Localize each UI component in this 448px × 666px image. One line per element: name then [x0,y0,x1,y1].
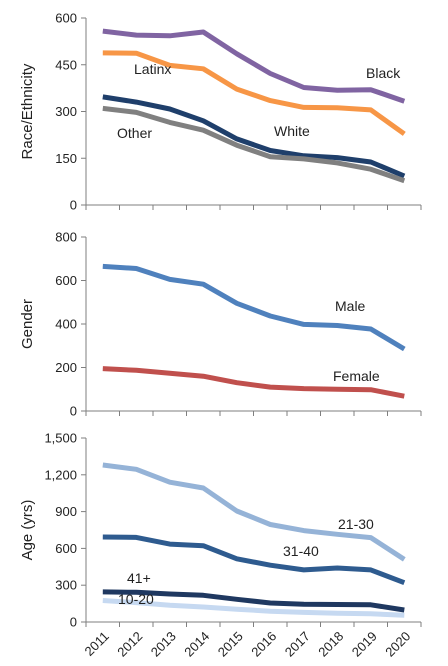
y-axis-label: Race/Ethnicity [19,63,36,159]
chart-panel-2: 0 200 400 600 800 Gender Male Female [19,230,422,419]
series-label-latinx: Latinx [134,61,171,77]
x-tick-label: 2011 [81,629,111,659]
y-tick-label: 600 [55,541,77,556]
y-tick-label: 400 [55,317,77,332]
y-tick-label: 900 [55,504,77,519]
x-tick-label: 2020 [382,629,413,660]
series-line-latinx [102,50,406,136]
chart-panel-1: 0 150 300 450 600 Race/Ethnicity Black Latinx Wh… [19,11,422,213]
series-label-31-40: 31-40 [283,543,319,559]
x-tick-label: 2019 [349,629,380,660]
series-line-21-30 [102,462,406,562]
series-line-31-40 [102,534,406,586]
y-axis-label: Age (yrs) [19,500,36,561]
series-label-10-20: 10-20 [118,591,154,607]
x-tick-label: 2015 [215,629,246,660]
series-label-female: Female [333,368,380,384]
y-axis-label: Gender [19,299,36,349]
series-line-other [102,105,406,184]
y-tick-label: 0 [70,404,77,419]
series-line-male [102,263,406,352]
series-line-41- [102,589,405,613]
series-line-black [102,28,406,104]
y-tick-label: 600 [55,11,77,26]
x-tick-label: 2016 [248,629,279,660]
y-tick-label: 1,200 [44,467,77,482]
series-label-white: White [274,123,310,139]
x-tick-label: 2017 [282,629,313,660]
series-label-black: Black [366,65,401,81]
y-tick-label: 300 [55,104,77,119]
y-tick-label: 450 [55,57,77,72]
y-tick-label: 200 [55,360,77,375]
series-label-21-30: 21-30 [338,516,374,532]
y-tick-label: 800 [55,230,77,245]
y-tick-label: 600 [55,273,77,288]
y-tick-label: 1,500 [44,431,77,446]
chart-panel-3: 0 300 600 900 1,200 1,500 Age (yrs) 21-30 31-40 4… [19,431,422,630]
series-line-white [102,94,406,179]
series-label-male: Male [335,298,366,314]
y-tick-label: 150 [55,151,77,166]
x-tick-label: 2018 [315,629,346,660]
x-tick-label: 2012 [114,629,145,660]
x-tick-label: 2014 [181,629,212,660]
y-tick-label: 0 [70,198,77,213]
y-tick-label: 0 [70,615,77,630]
series-label-41-: 41+ [127,570,151,586]
series-line-10-20 [102,598,405,618]
x-tick-label: 2013 [148,629,179,660]
series-line-female [102,366,405,399]
series-label-other: Other [117,125,152,141]
y-tick-label: 300 [55,578,77,593]
